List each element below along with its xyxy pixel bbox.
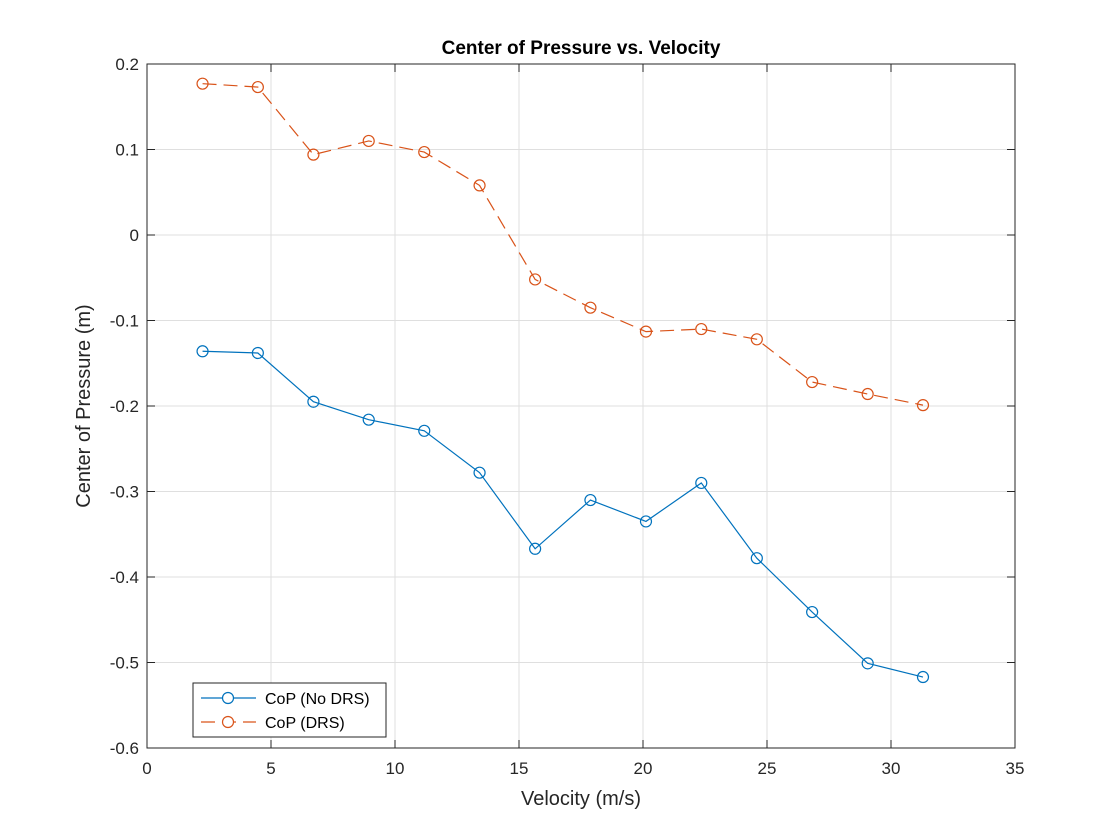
data-point bbox=[750, 552, 763, 565]
legend: CoP (No DRS) CoP (DRS) bbox=[192, 682, 387, 738]
data-point bbox=[639, 325, 653, 338]
data-point bbox=[307, 148, 320, 161]
data-point bbox=[529, 273, 542, 286]
data-point bbox=[916, 399, 930, 412]
data-point bbox=[196, 345, 209, 358]
legend-marker bbox=[221, 715, 235, 729]
data-point bbox=[750, 333, 763, 346]
y-axis-label: Center of Pressure (m) bbox=[73, 304, 95, 507]
x-tick-label: 30 bbox=[882, 759, 901, 778]
data-point bbox=[806, 605, 819, 619]
data-point bbox=[307, 395, 320, 408]
chart-title: Center of Pressure vs. Velocity bbox=[442, 38, 721, 59]
axis-ticks: 0 5 10 15 20 25 30 35 -0.6 -0.5 -0.4 -0.3 -0.2 -0.1 0 0… bbox=[110, 55, 1025, 778]
y-tick-label: -0.4 bbox=[110, 568, 139, 587]
data-point bbox=[362, 134, 375, 148]
data-point bbox=[861, 387, 874, 401]
legend-marker bbox=[221, 691, 235, 705]
y-tick-label: -0.6 bbox=[110, 739, 139, 758]
series-line bbox=[202, 83, 924, 406]
y-tick-label: -0.3 bbox=[110, 483, 139, 502]
series-layer bbox=[196, 77, 930, 684]
data-point bbox=[362, 413, 375, 426]
legend-label: CoP (No DRS) bbox=[265, 691, 370, 708]
data-point bbox=[529, 542, 542, 555]
data-point bbox=[806, 375, 819, 389]
data-point bbox=[916, 670, 930, 684]
data-point bbox=[473, 466, 486, 479]
data-point bbox=[639, 515, 653, 528]
data-point bbox=[584, 301, 597, 314]
x-tick-label: 5 bbox=[266, 759, 275, 778]
legend-items: CoP (No DRS) CoP (DRS) bbox=[201, 691, 370, 732]
y-tick-label: 0.1 bbox=[115, 141, 139, 160]
series-cop-no-drs bbox=[196, 345, 930, 684]
legend-label: CoP (DRS) bbox=[265, 715, 345, 732]
data-point bbox=[418, 424, 431, 437]
x-tick-label: 0 bbox=[142, 759, 151, 778]
legend-box bbox=[192, 682, 387, 738]
data-point bbox=[251, 80, 264, 94]
data-point bbox=[418, 145, 431, 159]
y-tick-label: 0.2 bbox=[115, 55, 139, 74]
y-tick-label: -0.5 bbox=[110, 654, 139, 673]
data-point bbox=[251, 346, 264, 360]
y-tick-label: -0.2 bbox=[110, 397, 139, 416]
x-tick-label: 20 bbox=[634, 759, 653, 778]
legend-item: CoP (DRS) bbox=[201, 715, 345, 732]
x-tick-label: 10 bbox=[386, 759, 405, 778]
x-tick-label: 35 bbox=[1006, 759, 1025, 778]
x-axis-label: Velocity (m/s) bbox=[521, 788, 641, 810]
x-tick-label: 25 bbox=[758, 759, 777, 778]
x-tick-label: 15 bbox=[510, 759, 529, 778]
y-tick-label: -0.1 bbox=[110, 312, 139, 331]
data-point bbox=[695, 476, 708, 490]
data-point bbox=[695, 322, 708, 336]
data-point bbox=[473, 179, 486, 192]
data-point bbox=[196, 77, 209, 90]
y-tick-label: 0 bbox=[130, 226, 139, 245]
data-point bbox=[584, 493, 597, 507]
series-cop-drs bbox=[196, 77, 930, 412]
grid-lines bbox=[146, 63, 1016, 749]
data-point bbox=[861, 657, 874, 670]
legend-item: CoP (No DRS) bbox=[201, 691, 370, 708]
series-line bbox=[202, 350, 924, 678]
